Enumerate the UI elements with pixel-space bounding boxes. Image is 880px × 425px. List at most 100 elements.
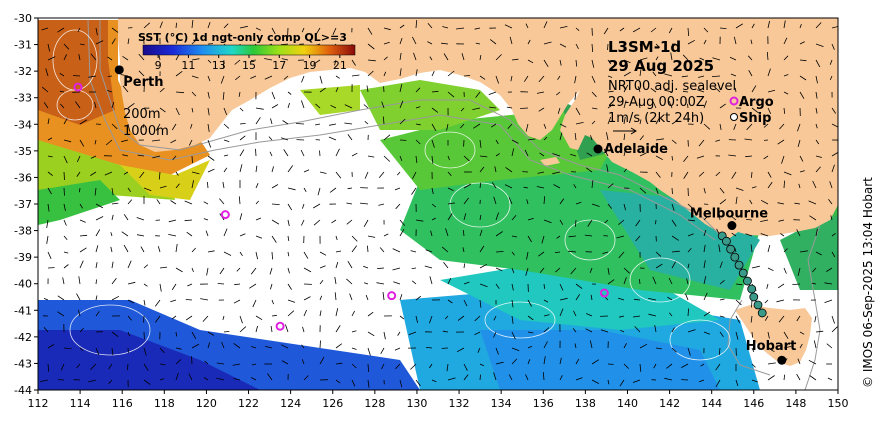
current-vector bbox=[828, 199, 833, 205]
current-vector bbox=[63, 139, 72, 143]
current-vector bbox=[175, 359, 182, 365]
current-vector bbox=[543, 196, 546, 205]
current-vector bbox=[495, 54, 502, 61]
current-vector bbox=[185, 315, 193, 321]
current-vector bbox=[335, 379, 341, 384]
current-vector bbox=[63, 43, 70, 50]
current-vector bbox=[814, 315, 817, 323]
current-vector bbox=[778, 219, 785, 222]
current-vector bbox=[525, 23, 529, 29]
current-vector bbox=[367, 363, 369, 373]
current-vector bbox=[731, 232, 737, 237]
current-vector bbox=[301, 75, 305, 83]
current-vector bbox=[703, 244, 706, 253]
current-vector bbox=[78, 276, 81, 285]
current-vector bbox=[463, 363, 468, 371]
current-vector bbox=[509, 36, 513, 45]
x-tick-label: 128 bbox=[364, 397, 385, 410]
current-vector bbox=[527, 217, 534, 221]
current-vector bbox=[76, 171, 81, 177]
current-vector bbox=[526, 199, 529, 205]
current-vector bbox=[813, 340, 817, 349]
current-vector bbox=[250, 377, 257, 381]
current-vector bbox=[330, 104, 337, 109]
current-vector bbox=[797, 123, 801, 132]
y-tick-label: -39 bbox=[14, 251, 32, 264]
current-vector bbox=[383, 233, 389, 237]
current-vector bbox=[175, 91, 185, 94]
current-vector bbox=[142, 123, 145, 128]
current-vector bbox=[143, 22, 151, 29]
current-vector bbox=[111, 38, 116, 45]
current-vector bbox=[75, 101, 81, 109]
x-tick-label: 150 bbox=[828, 397, 849, 410]
current-vector bbox=[570, 267, 577, 275]
current-vector bbox=[136, 217, 145, 221]
current-vector bbox=[750, 39, 753, 45]
current-vector bbox=[222, 91, 225, 100]
current-vector bbox=[495, 153, 500, 157]
current-vector bbox=[175, 171, 179, 176]
current-vector bbox=[525, 267, 529, 276]
current-vector bbox=[495, 283, 500, 289]
current-vector bbox=[207, 168, 215, 173]
current-vector bbox=[63, 54, 67, 61]
current-vector bbox=[431, 71, 435, 77]
current-vector bbox=[559, 123, 567, 128]
current-vector bbox=[603, 27, 609, 35]
current-vector bbox=[751, 379, 758, 383]
current-vector bbox=[367, 379, 370, 388]
current-vector bbox=[158, 171, 161, 180]
current-vector bbox=[719, 315, 725, 318]
current-vector bbox=[715, 363, 721, 371]
current-vector bbox=[156, 199, 161, 205]
current-vector bbox=[399, 294, 403, 301]
current-vector bbox=[479, 139, 482, 148]
current-vector bbox=[351, 330, 357, 333]
current-vector bbox=[431, 155, 434, 164]
bathymetry-contours bbox=[87, 19, 821, 390]
current-vector bbox=[479, 182, 482, 189]
current-vector bbox=[170, 299, 177, 303]
current-vector bbox=[431, 203, 437, 208]
current-vector bbox=[443, 261, 449, 269]
current-vector bbox=[63, 187, 65, 196]
current-vector bbox=[46, 235, 49, 244]
current-vector bbox=[463, 197, 469, 205]
current-vector bbox=[541, 235, 545, 244]
current-vector bbox=[223, 123, 230, 129]
current-vector bbox=[287, 283, 292, 290]
current-vector bbox=[527, 59, 534, 64]
y-tick-label: -40 bbox=[14, 278, 32, 291]
current-vector bbox=[59, 90, 65, 93]
current-vector bbox=[735, 187, 744, 191]
current-vector bbox=[653, 363, 657, 369]
current-vector bbox=[591, 203, 600, 207]
current-vector bbox=[474, 315, 481, 322]
current-vector bbox=[216, 362, 225, 365]
current-vector bbox=[105, 139, 113, 146]
current-vector bbox=[475, 91, 481, 98]
current-vector bbox=[715, 171, 721, 177]
current-vector bbox=[95, 203, 104, 209]
current-vector bbox=[47, 344, 55, 349]
current-vector bbox=[111, 27, 119, 33]
current-vector bbox=[223, 154, 229, 157]
current-vector bbox=[543, 219, 552, 224]
current-vector bbox=[495, 267, 503, 272]
current-vector bbox=[143, 363, 149, 371]
current-vector bbox=[159, 347, 165, 354]
current-vector bbox=[399, 37, 403, 45]
current-vector bbox=[159, 185, 167, 189]
current-vector bbox=[127, 315, 132, 321]
current-vector bbox=[831, 43, 835, 50]
current-vector bbox=[751, 299, 753, 308]
scale-arrow-head bbox=[630, 127, 637, 135]
current-vector bbox=[508, 374, 513, 381]
current-vector bbox=[574, 91, 577, 100]
current-vector bbox=[559, 357, 562, 365]
current-vector bbox=[687, 347, 691, 356]
current-vector bbox=[574, 132, 577, 141]
product-line-2: 29-Aug 00:00Z bbox=[608, 95, 705, 110]
